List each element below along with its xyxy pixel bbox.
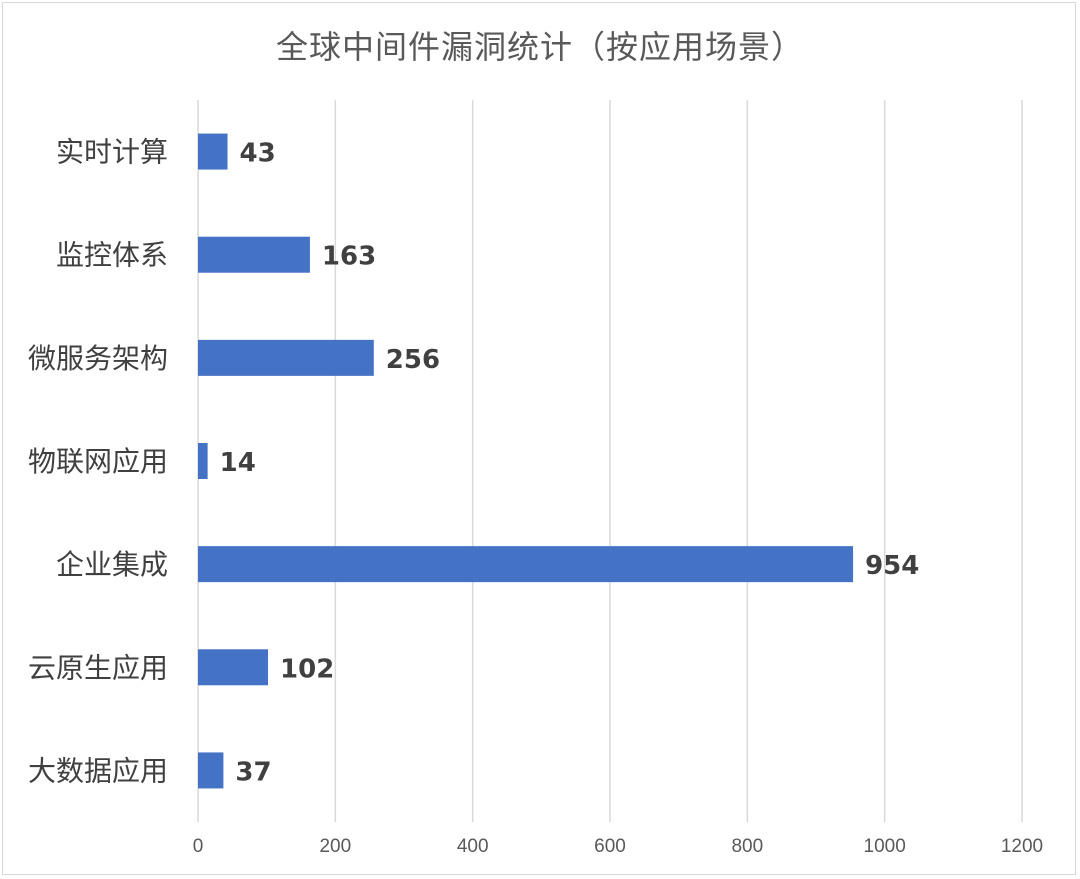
data-label: 256 bbox=[386, 345, 440, 375]
x-tick-label: 1000 bbox=[864, 836, 906, 857]
category-label: 企业集成 bbox=[56, 548, 168, 581]
x-tick-label: 0 bbox=[193, 836, 204, 857]
data-label: 102 bbox=[280, 654, 334, 684]
x-tick-label: 1200 bbox=[1001, 836, 1043, 857]
x-tick-label: 200 bbox=[319, 836, 351, 857]
bars bbox=[198, 133, 854, 789]
category-label: 大数据应用 bbox=[28, 754, 168, 787]
category-label: 云原生应用 bbox=[28, 651, 168, 684]
data-label: 37 bbox=[235, 757, 271, 787]
category-label: 实时计算 bbox=[56, 136, 168, 169]
category-label: 物联网应用 bbox=[28, 445, 168, 478]
data-label: 954 bbox=[865, 551, 919, 581]
gridlines bbox=[197, 100, 1023, 822]
bar bbox=[198, 546, 854, 583]
data-label: 43 bbox=[240, 139, 276, 169]
category-label: 微服务架构 bbox=[28, 342, 168, 375]
bar bbox=[198, 339, 374, 376]
x-tick-label: 800 bbox=[731, 836, 763, 857]
data-label: 163 bbox=[322, 242, 376, 272]
category-label: 监控体系 bbox=[56, 239, 168, 272]
bar bbox=[198, 443, 208, 479]
labels: 0 200 400 600 800 1000 1200 实时计算 43 监控体系 163 微服务架构 2… bbox=[28, 136, 1043, 857]
x-tick-label: 400 bbox=[457, 836, 489, 857]
bar bbox=[198, 752, 224, 789]
bar bbox=[198, 649, 269, 686]
bar bbox=[198, 236, 310, 273]
data-label: 14 bbox=[220, 448, 256, 478]
bar bbox=[198, 133, 228, 170]
chart-title: 全球中间件漏洞统计（按应用场景） bbox=[275, 28, 804, 66]
x-tick-label: 600 bbox=[594, 836, 626, 857]
